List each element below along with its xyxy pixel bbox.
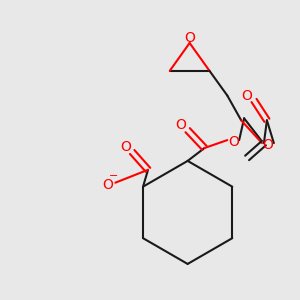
Text: −: − — [109, 171, 118, 181]
Text: O: O — [184, 31, 195, 45]
Text: O: O — [262, 138, 273, 152]
Text: O: O — [242, 88, 253, 103]
Text: O: O — [120, 140, 131, 154]
Text: O: O — [175, 118, 186, 132]
Text: O: O — [102, 178, 113, 192]
Text: O: O — [228, 135, 239, 149]
